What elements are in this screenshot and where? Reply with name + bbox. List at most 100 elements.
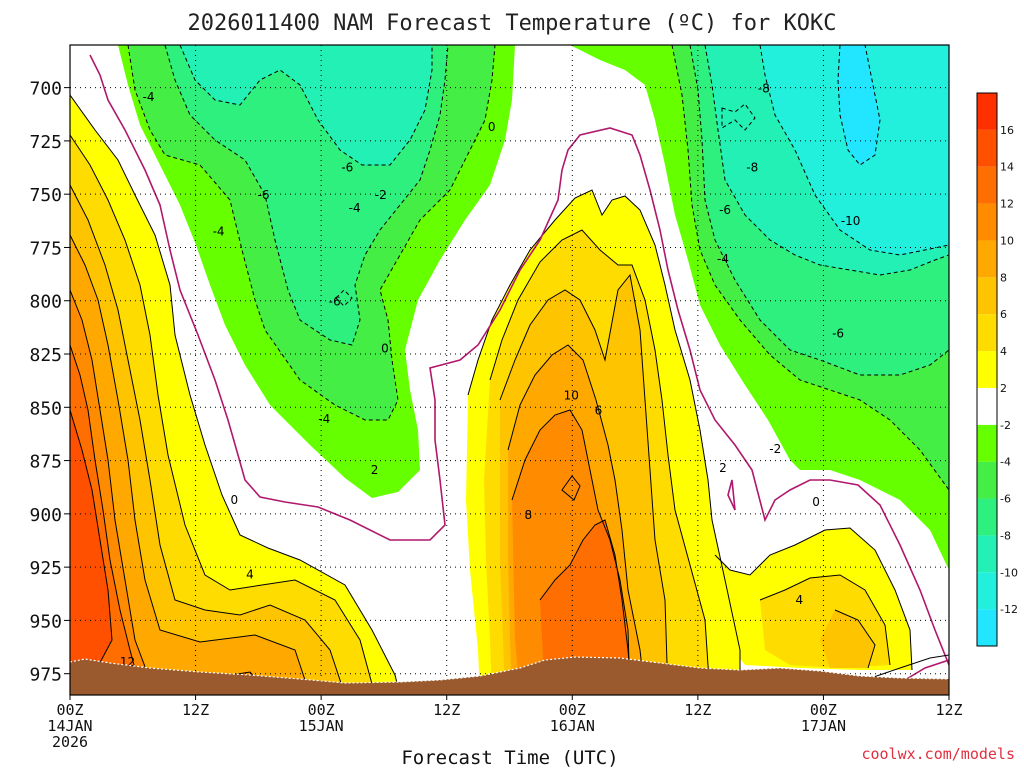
- y-tick-label: 925: [29, 558, 62, 579]
- y-axis: 700 725 750 775 800 825 850 875 900 925 950 975: [29, 79, 70, 686]
- contour-label: 8: [525, 508, 533, 522]
- cold-contours: [127, 45, 949, 491]
- band-10: [70, 290, 270, 695]
- colorbar-label: 10: [1000, 234, 1014, 247]
- colorbar-label: -6: [1000, 493, 1011, 506]
- colorbar-label: -10: [1000, 566, 1018, 579]
- contour-label: -4: [318, 412, 330, 426]
- contour-label: 4: [796, 593, 804, 607]
- contour-label: 0: [381, 342, 389, 356]
- x-tick-label: 12Z: [935, 701, 962, 719]
- contour-label: 2: [371, 463, 379, 477]
- gridlines: [70, 45, 949, 695]
- colorbar-swatch: [977, 609, 997, 646]
- band-12: [540, 520, 632, 695]
- colorbar-label: 4: [1000, 345, 1007, 358]
- contour-label: -6: [832, 327, 844, 341]
- zero-isotherm: [89, 54, 949, 666]
- contour-label: -8: [746, 160, 758, 174]
- isotherm-zero-tail: [904, 659, 949, 681]
- colorbar-label: 2: [1000, 382, 1007, 395]
- colorbar-label: -8: [1000, 529, 1011, 542]
- contour-label: 0: [230, 493, 238, 507]
- band-6: [820, 610, 875, 668]
- chart-title: 2026011400 NAM Forecast Temperature (ºC)…: [187, 11, 836, 36]
- y-tick-label: 800: [29, 292, 62, 313]
- y-tick-label: 725: [29, 132, 62, 153]
- x-tick-label: 00Z: [308, 701, 335, 719]
- contour-label: 4: [246, 568, 254, 582]
- contour-label: -4: [142, 90, 154, 104]
- colorbar-swatch: [977, 498, 997, 536]
- colorbar-label: 16: [1000, 124, 1014, 137]
- contour-labels: -4-4-6-6-4-6-4-2002041210682-204-8-8-6-4…: [120, 82, 861, 669]
- contour-label: -4: [213, 224, 225, 238]
- colorbar-swatch: [977, 351, 997, 388]
- ground-edge: [70, 656, 949, 684]
- contour-label: 2: [719, 461, 727, 475]
- band-8: [70, 235, 310, 695]
- contour-label: -6: [719, 203, 731, 217]
- y-tick-label: 825: [29, 345, 62, 366]
- contour-label: 10: [564, 389, 579, 403]
- y-tick-label: 700: [29, 79, 62, 100]
- contour-label: -6: [329, 295, 341, 309]
- contour-label: 6: [595, 403, 603, 417]
- y-tick-label: 950: [29, 611, 62, 632]
- x-tick-label: 17JAN: [801, 717, 846, 735]
- x-tick-label: 00Z: [56, 701, 83, 719]
- colorbar-label: 8: [1000, 271, 1007, 284]
- colorbar-label: -4: [1000, 456, 1011, 469]
- colorbar-legend: 16 14 12 10 8 6 4 2 -2 -4 -6 -8 -10 -12: [976, 92, 1018, 647]
- colorbar-swatch: [977, 461, 997, 499]
- y-tick-label: 875: [29, 452, 62, 473]
- contour-label: -4: [349, 201, 361, 215]
- colorbar-label: 12: [1000, 198, 1014, 211]
- x-tick-label: 12Z: [182, 701, 209, 719]
- colorbar-swatch: [977, 240, 997, 278]
- plot-area: -4-4-6-6-4-6-4-2002041210682-204-8-8-6-4…: [70, 45, 949, 695]
- cold-region-right: [570, 45, 949, 570]
- colorbar-swatch: [977, 314, 997, 352]
- x-tick-label: 12Z: [433, 701, 460, 719]
- y-tick-label: 750: [29, 185, 62, 206]
- contour-label: -10: [841, 214, 861, 228]
- contour-label: -2: [375, 188, 387, 202]
- colorbar-swatch: [977, 387, 997, 425]
- colorbar-frame: [976, 92, 998, 647]
- y-tick-label: 900: [29, 505, 62, 526]
- colorbar-swatch: [977, 93, 997, 130]
- y-tick-label: 975: [29, 665, 62, 686]
- warm-region-right: [715, 528, 912, 670]
- x-tick-label: 2026: [52, 733, 88, 751]
- band-minus-12: [838, 45, 880, 165]
- colorbar-swatch: [977, 129, 997, 167]
- colorbar-label: -2: [1000, 419, 1011, 432]
- colorbar-label: 14: [1000, 161, 1014, 174]
- ground-terrain: [70, 657, 949, 695]
- band-14: [70, 410, 112, 680]
- colorbar-swatch: [977, 535, 997, 573]
- credit-link[interactable]: coolwx.com/models: [861, 745, 1015, 763]
- warm-region-left: [70, 95, 400, 695]
- contour-label: -2: [769, 442, 781, 456]
- colorbar-swatch: [977, 203, 997, 241]
- colorbar-swatch: [977, 424, 997, 462]
- plot-frame: [69, 44, 950, 696]
- x-tick-label: 16JAN: [550, 717, 595, 735]
- contour-label: -4: [717, 252, 729, 266]
- band-minus-8: [180, 45, 432, 165]
- x-tick-label: 14JAN: [47, 717, 92, 735]
- x-tick-label: 15JAN: [299, 717, 344, 735]
- x-axis-label: Forecast Time (UTC): [401, 747, 618, 768]
- y-tick-label: 775: [29, 238, 62, 259]
- colorbar-label: 6: [1000, 308, 1007, 321]
- cold-region-left: [118, 45, 515, 498]
- colorbar-swatch: [977, 166, 997, 204]
- two-degree-line: [864, 654, 949, 681]
- contour-label: 0: [812, 495, 820, 509]
- colorbar-swatch: [977, 277, 997, 315]
- contour-label: 0: [488, 120, 496, 134]
